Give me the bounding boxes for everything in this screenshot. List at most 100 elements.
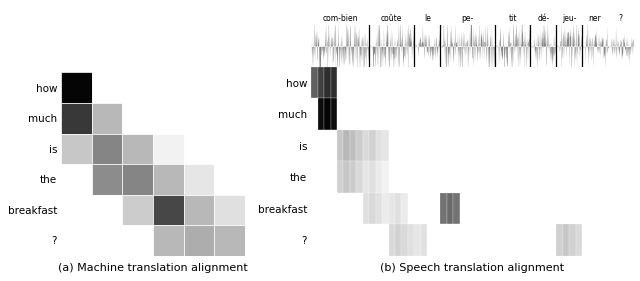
Bar [608, 130, 614, 161]
Bar [621, 67, 627, 98]
Bar [479, 193, 485, 224]
Bar [356, 130, 363, 161]
Bar [531, 67, 537, 98]
Bar [447, 98, 453, 130]
Bar [447, 161, 453, 193]
Bar [92, 72, 122, 103]
Bar [440, 130, 447, 161]
Bar [479, 67, 485, 98]
Bar [369, 224, 376, 256]
Bar [472, 224, 479, 256]
Bar [428, 67, 434, 98]
Bar [311, 224, 317, 256]
Bar [447, 130, 453, 161]
Bar [492, 98, 498, 130]
Bar [401, 193, 408, 224]
Bar [382, 193, 388, 224]
Bar [428, 161, 434, 193]
Bar [627, 161, 634, 193]
Bar [453, 193, 460, 224]
Bar [550, 67, 556, 98]
Bar [627, 98, 634, 130]
Bar [588, 193, 595, 224]
X-axis label: (b) Speech translation alignment: (b) Speech translation alignment [380, 263, 564, 273]
Bar [505, 67, 511, 98]
Bar [524, 98, 531, 130]
Bar [350, 161, 356, 193]
Bar [311, 98, 317, 130]
Text: le: le [123, 55, 137, 69]
Bar [401, 161, 408, 193]
Bar [214, 133, 244, 164]
Bar [376, 161, 382, 193]
Bar [524, 130, 531, 161]
Bar [184, 103, 214, 133]
Bar [434, 98, 440, 130]
Bar [408, 193, 414, 224]
Bar [408, 98, 414, 130]
Text: petit: petit [170, 46, 195, 69]
Bar [550, 161, 556, 193]
Bar [472, 130, 479, 161]
Bar [543, 67, 550, 98]
Bar [414, 193, 421, 224]
Text: com-bien: com-bien [323, 14, 358, 23]
Bar [460, 161, 466, 193]
Bar [184, 72, 214, 103]
Bar [537, 98, 543, 130]
Bar [563, 161, 569, 193]
Bar [602, 98, 608, 130]
Bar [614, 193, 621, 224]
Bar [582, 224, 588, 256]
Bar [395, 193, 401, 224]
Bar [92, 225, 122, 256]
X-axis label: (a) Machine translation alignment: (a) Machine translation alignment [58, 263, 248, 273]
Bar [550, 193, 556, 224]
Bar [582, 98, 588, 130]
Bar [466, 161, 472, 193]
Bar [122, 103, 153, 133]
Bar [614, 67, 621, 98]
Bar [344, 161, 350, 193]
Bar [453, 161, 460, 193]
Bar [153, 133, 184, 164]
Bar [479, 224, 485, 256]
Bar [569, 193, 575, 224]
Bar [447, 67, 453, 98]
Bar [337, 224, 344, 256]
Bar [511, 193, 518, 224]
Bar [569, 224, 575, 256]
Text: combien: combien [29, 33, 70, 69]
Bar [330, 98, 337, 130]
Bar [582, 67, 588, 98]
Bar [401, 130, 408, 161]
Bar [543, 98, 550, 130]
Bar [388, 161, 395, 193]
Bar [531, 161, 537, 193]
Bar [434, 224, 440, 256]
Bar [575, 193, 582, 224]
Bar [472, 161, 479, 193]
Bar [324, 67, 330, 98]
Bar [330, 67, 337, 98]
Bar [556, 161, 563, 193]
Bar [608, 67, 614, 98]
Bar [518, 224, 524, 256]
Bar [61, 225, 92, 256]
Bar [214, 225, 244, 256]
Bar [614, 224, 621, 256]
Bar [350, 67, 356, 98]
Bar [382, 161, 388, 193]
Bar [440, 67, 447, 98]
Bar [492, 130, 498, 161]
Bar [363, 67, 369, 98]
Bar [395, 130, 401, 161]
Text: dé-: dé- [537, 14, 550, 23]
Bar [575, 161, 582, 193]
Bar [537, 193, 543, 224]
Bar [376, 67, 382, 98]
Bar [498, 67, 505, 98]
Bar [434, 130, 440, 161]
Bar [395, 67, 401, 98]
Bar [518, 67, 524, 98]
